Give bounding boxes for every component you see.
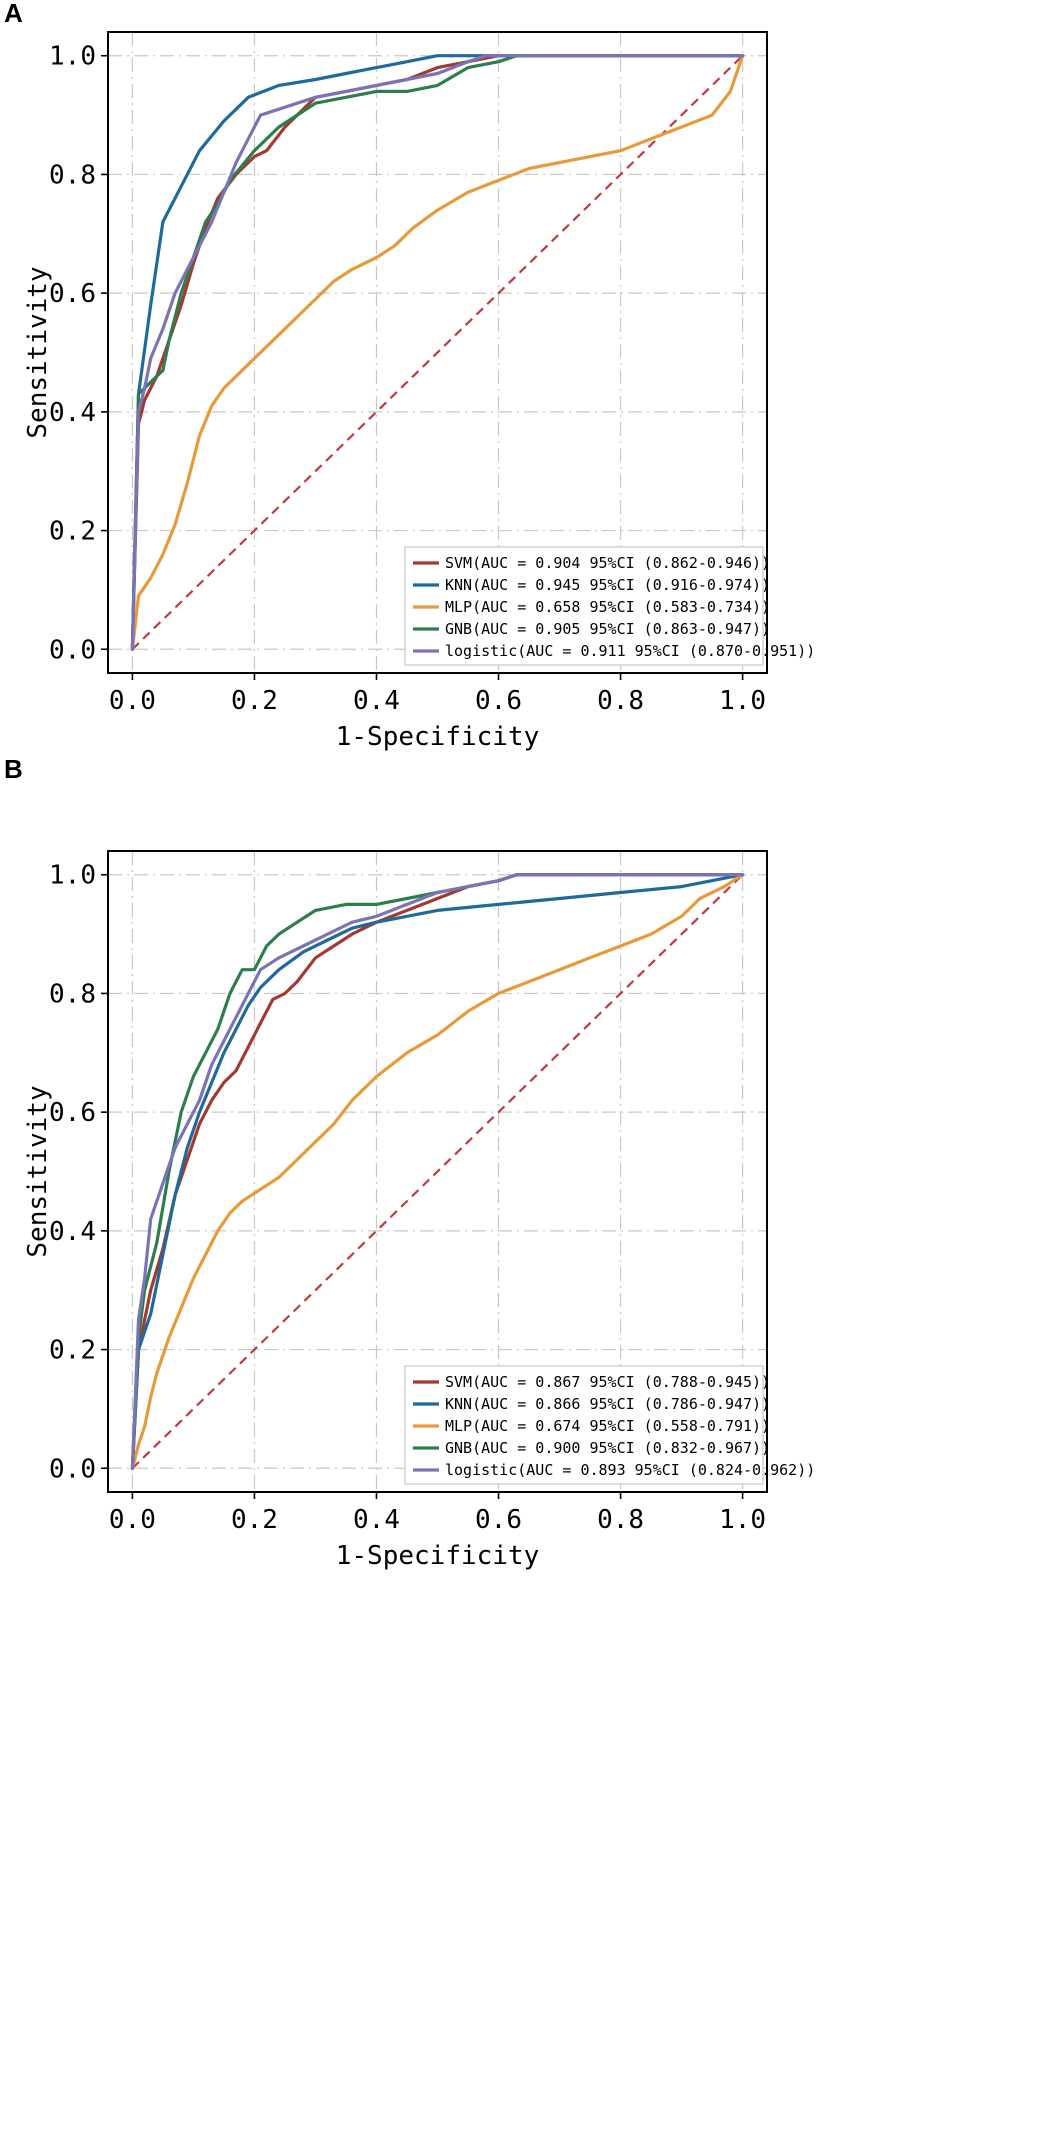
x-tick-label-2: 0.4	[353, 1505, 400, 1535]
legend-label-svm-b: SVM(AUC = 0.867 95%CI (0.788-0.945))	[445, 1373, 770, 1391]
legend-label-mlp-b: MLP(AUC = 0.674 95%CI (0.558-0.791))	[445, 1417, 770, 1435]
legend-label-logistic-a: logistic(AUC = 0.911 95%CI (0.870-0.951)…	[445, 642, 815, 660]
x-tick-label-4: 0.8	[597, 686, 644, 716]
y-axis-label-b: Sensitivity	[23, 1085, 53, 1257]
legend-label-svm-a: SVM(AUC = 0.904 95%CI (0.862-0.946))	[445, 554, 770, 572]
y-axis-label-a: Sensitivity	[23, 266, 53, 438]
roc-curve-logistic-a	[130, 54, 745, 651]
roc-curve-gnb-a	[130, 54, 745, 651]
x-tick-label-3: 0.6	[475, 1505, 522, 1535]
plot-frame-b	[107, 850, 768, 1493]
y-tick-label-0: 0.0	[49, 1454, 96, 1484]
x-tick-label-2: 0.4	[353, 686, 400, 716]
x-tick-label-5: 1.0	[719, 686, 766, 716]
x-ticks-a: 0.0 0.2 0.4 0.6 0.8 1.0	[109, 673, 766, 716]
y-tick-label-3: 0.6	[49, 279, 96, 309]
legend-label-mlp-a: MLP(AUC = 0.658 95%CI (0.583-0.734))	[445, 598, 770, 616]
panel-a: A 0.0 0.2 0.4 0.6 0.8 1.0 0.00.20.40.60.81.0 …	[4, 0, 815, 752]
roc-curve-knn-b	[130, 873, 745, 1470]
y-tick-label-2: 0.4	[49, 1217, 96, 1247]
legend-label-logistic-b: logistic(AUC = 0.893 95%CI (0.824-0.962)…	[445, 1461, 815, 1479]
legend-label-knn-a: KNN(AUC = 0.945 95%CI (0.916-0.974))	[445, 576, 770, 594]
roc-curve-mlp-b	[130, 873, 745, 1470]
y-tick-label-5: 1.0	[49, 861, 96, 891]
y-tick-label-0: 0.0	[49, 635, 96, 665]
legend-label-knn-b: KNN(AUC = 0.866 95%CI (0.786-0.947))	[445, 1395, 770, 1413]
y-tick-label-4: 0.8	[49, 979, 96, 1009]
panel-label-a: A	[4, 0, 23, 28]
x-tick-label-1: 0.2	[231, 686, 278, 716]
chance-line-b	[131, 873, 744, 1470]
chance-line-a	[131, 54, 744, 651]
x-axis-label-b: 1-Specificity	[336, 1541, 540, 1571]
x-tick-label-0: 0.0	[109, 686, 156, 716]
y-tick-label-1: 0.2	[49, 1336, 96, 1366]
y-tick-label-1: 0.2	[49, 517, 96, 547]
panel-label-b: B	[4, 754, 23, 784]
x-tick-label-0: 0.0	[109, 1505, 156, 1535]
y-tick-label-2: 0.4	[49, 398, 96, 428]
curves-b	[130, 873, 745, 1470]
x-axis-label-a: 1-Specificity	[336, 722, 540, 752]
x-tick-label-3: 0.6	[475, 686, 522, 716]
y-ticks-a: 0.0 0.2 0.4 0.6 0.8 1.0	[49, 42, 108, 665]
x-tick-label-4: 0.8	[597, 1505, 644, 1535]
y-ticks-b: 0.0 0.2 0.4 0.6 0.8 1.0	[49, 861, 108, 1484]
curves-a	[130, 54, 745, 651]
legend-b: SVM(AUC = 0.867 95%CI (0.788-0.945)) KNN…	[404, 1365, 815, 1485]
roc-curve-knn-a	[130, 54, 745, 651]
x-ticks-b: 0.0 0.2 0.4 0.6 0.8 1.0	[109, 1492, 766, 1535]
y-tick-label-3: 0.6	[49, 1098, 96, 1128]
panel-b: B 0.0 0.2 0.4 0.6 0.8 1.0 0.00.20.40.60.81.0 …	[4, 754, 815, 1571]
x-tick-label-5: 1.0	[719, 1505, 766, 1535]
legend-label-gnb-a: GNB(AUC = 0.905 95%CI (0.863-0.947))	[445, 620, 770, 638]
y-tick-label-4: 0.8	[49, 160, 96, 190]
roc-curve-svm-a	[130, 54, 745, 651]
roc-curve-logistic-b	[130, 873, 745, 1470]
legend-label-gnb-b: GNB(AUC = 0.900 95%CI (0.832-0.967))	[445, 1439, 770, 1457]
legend-a: SVM(AUC = 0.904 95%CI (0.862-0.946)) KNN…	[404, 546, 815, 666]
plot-frame-a	[107, 31, 768, 674]
y-tick-label-5: 1.0	[49, 42, 96, 72]
roc-curve-mlp-a	[130, 54, 745, 651]
x-tick-label-1: 0.2	[231, 1505, 278, 1535]
